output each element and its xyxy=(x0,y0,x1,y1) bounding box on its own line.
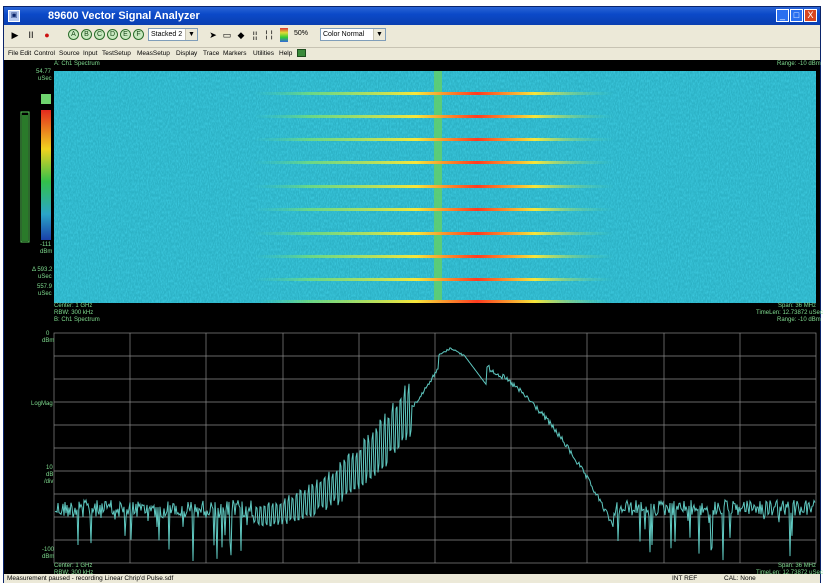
trace-c-button[interactable]: C xyxy=(94,29,105,40)
trace-a-button[interactable]: A xyxy=(68,29,79,40)
spectrum-grid xyxy=(53,332,817,564)
minimize-button[interactable]: _ xyxy=(776,9,789,22)
menu-trace[interactable]: Trace xyxy=(203,50,220,57)
trace-a-delta-time: Δ 593.2 xyxy=(32,267,53,273)
pause-button[interactable]: II xyxy=(28,30,34,40)
level-meter xyxy=(20,111,30,243)
chirp-band xyxy=(254,185,614,188)
trace-b-range[interactable]: Range: -10 dBm xyxy=(777,317,821,323)
trace-f-button[interactable]: F xyxy=(133,29,144,40)
band-marker-icon[interactable]: ¦¦ xyxy=(252,30,258,40)
menu-meassetup[interactable]: MeasSetup xyxy=(137,50,170,57)
toolbar: ▶ II ● A B C D E F Stacked 2 ▼ ➤ ▭ ◆ ¦¦ ╎… xyxy=(4,25,820,48)
color-scale-bar[interactable] xyxy=(41,110,51,240)
delta-marker-icon[interactable]: ╎╎ xyxy=(263,30,275,40)
y-scale-per-div: /div xyxy=(44,479,54,485)
spectrum-trace xyxy=(54,347,816,562)
chirp-band xyxy=(254,161,614,164)
color-select-value: Color Normal xyxy=(323,31,365,38)
close-button[interactable]: X xyxy=(804,9,817,22)
trace-a-timelen[interactable]: TimeLen: 12.73872 uSec xyxy=(756,310,823,316)
trace-a-rbw[interactable]: RBW: 300 kHz xyxy=(54,310,94,316)
chirp-band xyxy=(254,115,614,118)
chirp-band xyxy=(254,300,614,303)
trace-a-last-time: 557.9 xyxy=(37,284,53,290)
trace-a-bottom-unit: dBm xyxy=(40,249,53,255)
window-title: 89600 Vector Signal Analyzer xyxy=(48,10,200,22)
trace-b-button[interactable]: B xyxy=(81,29,92,40)
chirp-band xyxy=(254,232,614,235)
menu-source[interactable]: Source xyxy=(59,50,80,57)
status-cal: CAL: None xyxy=(724,575,756,582)
menu-markers[interactable]: Markers xyxy=(223,50,247,57)
level-meter-fill xyxy=(22,115,28,241)
status-ref: INT REF xyxy=(672,575,698,582)
menu-utilities[interactable]: Utilities xyxy=(253,50,274,57)
trace-b-timelen[interactable]: TimeLen: 12.73872 uSec xyxy=(756,570,823,576)
layout-select-value: Stacked 2 xyxy=(151,31,183,38)
spectrum-plot[interactable] xyxy=(4,325,820,583)
trace-b-span[interactable]: Span: 36 MHz xyxy=(778,563,817,569)
y-top-unit: dBm xyxy=(42,338,55,344)
maximize-button[interactable]: □ xyxy=(790,9,803,22)
trace-a-center[interactable]: Center: 1 GHz xyxy=(54,303,93,309)
y-bottom-unit: dBm xyxy=(42,554,55,560)
color-scale-icon[interactable] xyxy=(280,28,288,42)
pointer-icon[interactable]: ➤ xyxy=(209,30,217,40)
menu-bar: File Edit Control Source Input TestSetup… xyxy=(4,48,820,59)
play-button[interactable]: ▶ xyxy=(11,30,19,40)
trace-b-title[interactable]: B: Ch1 Spectrum xyxy=(54,317,100,323)
chirp-pulse-bands xyxy=(254,92,614,303)
chevron-down-icon[interactable]: ▼ xyxy=(185,29,197,40)
trace-a-bottom-value: -111 xyxy=(40,242,52,248)
chirp-band xyxy=(254,255,614,258)
title-bar[interactable]: ▣ 89600 Vector Signal Analyzer _ □ X xyxy=(4,7,820,25)
zoom-select[interactable]: 50% xyxy=(294,30,309,37)
y-scale-value: 10 xyxy=(46,465,53,471)
menu-help[interactable]: Help xyxy=(279,50,293,57)
trace-b-center[interactable]: Center: 1 GHz xyxy=(54,563,93,569)
menu-control[interactable]: Control xyxy=(34,50,55,57)
record-button[interactable]: ● xyxy=(44,30,50,40)
color-select[interactable]: Color Normal ▼ xyxy=(320,28,386,41)
trace-a-footer: Center: 1 GHz RBW: 300 kHz Span: 36 MHz … xyxy=(4,303,823,325)
chirp-band xyxy=(254,138,614,141)
y-mode[interactable]: LogMag xyxy=(31,401,53,407)
zoom-box-icon[interactable]: ▭ xyxy=(222,30,232,40)
trace-a-top-time: 54.77 xyxy=(36,69,52,75)
status-bar: Measurement paused - recording Linear Ch… xyxy=(4,574,820,583)
chirp-band xyxy=(254,208,614,211)
layout-select[interactable]: Stacked 2 ▼ xyxy=(148,28,198,41)
trace-a-range[interactable]: Range: -10 dBm xyxy=(777,61,821,67)
trace-b-panel[interactable]: 0 dBm LogMag 10 dB /div -100 dBm Center:… xyxy=(4,325,823,583)
spectrogram-display[interactable] xyxy=(4,60,820,303)
y-bottom-value: -100 xyxy=(42,547,55,553)
y-top-value: 0 xyxy=(46,331,50,337)
trace-b-rbw[interactable]: RBW: 300 kHz xyxy=(54,570,94,576)
chirp-band xyxy=(254,92,614,95)
y-scale-unit: dB xyxy=(46,472,54,478)
color-scale-handle[interactable] xyxy=(41,94,51,104)
chevron-down-icon[interactable]: ▼ xyxy=(373,29,385,40)
trace-a-span[interactable]: Span: 36 MHz xyxy=(778,303,817,309)
trace-e-button[interactable]: E xyxy=(120,29,131,40)
menu-edit[interactable]: Edit xyxy=(20,50,32,57)
status-led-icon xyxy=(297,49,306,57)
status-message: Measurement paused - recording Linear Ch… xyxy=(7,575,174,582)
trace-a-title[interactable]: A: Ch1 Spectrum xyxy=(54,61,100,67)
menu-file[interactable]: File xyxy=(8,50,19,57)
app-icon[interactable]: ▣ xyxy=(8,10,20,22)
menu-testsetup[interactable]: TestSetup xyxy=(102,50,131,57)
app-window: ▣ 89600 Vector Signal Analyzer _ □ X ▶ I… xyxy=(3,6,823,583)
trace-a-top-time-unit: uSec xyxy=(38,76,52,82)
trace-d-button[interactable]: D xyxy=(107,29,118,40)
trace-a-panel[interactable]: A: Ch1 Spectrum Range: -10 dBm 54.77 uSe… xyxy=(4,60,821,303)
chirp-band xyxy=(254,278,614,281)
trace-a-delta-unit: uSec xyxy=(38,274,52,280)
marker-icon[interactable]: ◆ xyxy=(237,30,245,40)
menu-input[interactable]: Input xyxy=(83,50,98,57)
trace-a-last-unit: uSec xyxy=(38,291,52,297)
menu-display[interactable]: Display xyxy=(176,50,198,57)
